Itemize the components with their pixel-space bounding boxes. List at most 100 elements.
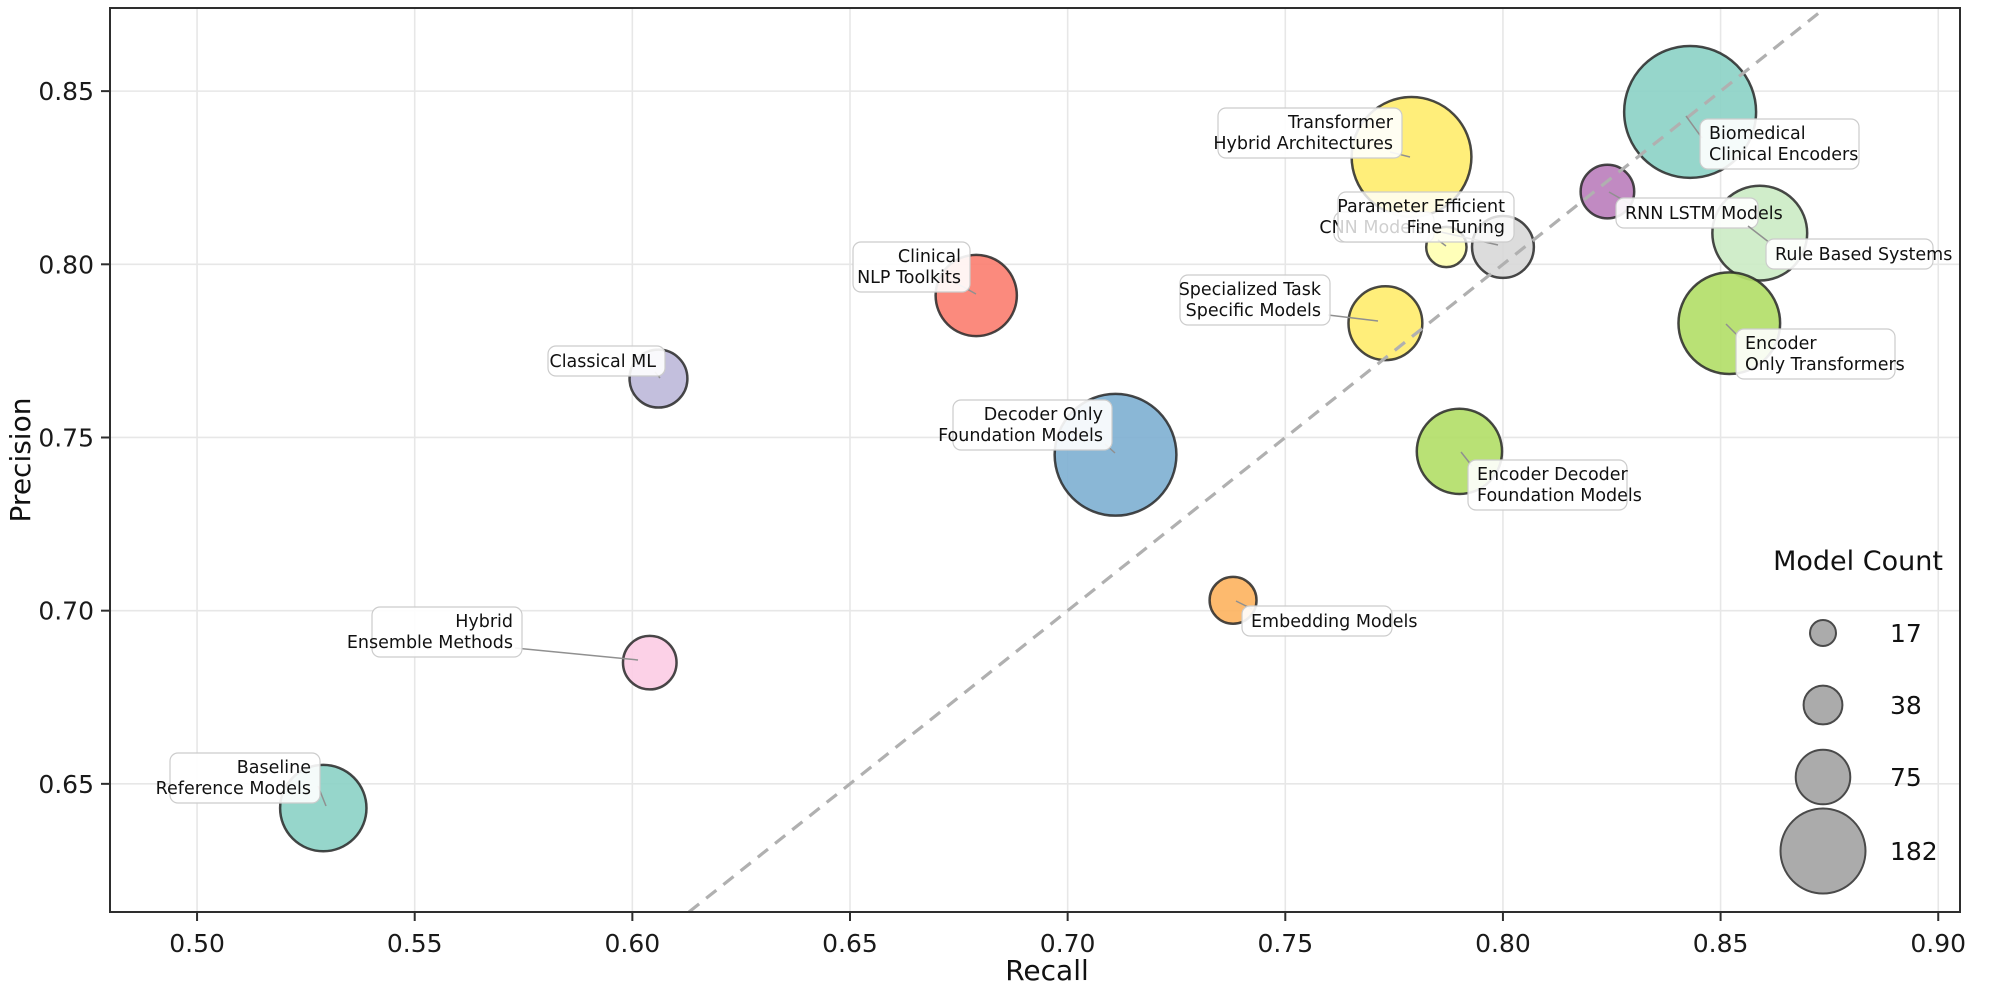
y-tick-label: 0.65 <box>38 770 94 799</box>
annotation-encoder-only-transformers: Encoder Only Transformers <box>1725 323 1905 380</box>
legend-bubble-17 <box>1809 619 1837 647</box>
annotation-leader-line <box>1747 225 1771 244</box>
annotation-text-line: Ensemble Methods <box>347 633 513 653</box>
annotation-box <box>1765 238 1934 270</box>
x-tick-label: 0.90 <box>1910 929 1966 958</box>
legend-title: Model Count <box>1773 546 1943 577</box>
annotation-parameter-efficient-fine-tuning: Parameter Efficient Fine Tuning <box>1337 191 1515 247</box>
annotation-text-line: Reference Models <box>156 779 311 799</box>
x-tick-label: 0.55 <box>387 929 443 958</box>
annotation-text-line: Encoder <box>1745 334 1817 354</box>
x-tick-label: 0.65 <box>822 929 878 958</box>
y-tick-label: 0.85 <box>38 77 94 106</box>
annotation-embedding-models: Embedding Models <box>1235 600 1417 637</box>
annotation-box <box>547 345 666 377</box>
annotation-box <box>371 606 523 658</box>
x-axis-title: Recall <box>1005 954 1089 987</box>
annotation-text-line: Decoder Only <box>984 405 1103 425</box>
annotation-box <box>1615 197 1759 229</box>
annotation-biomedical-clinical-encoders: Biomedical Clinical Encoders <box>1685 115 1860 170</box>
y-tick-label: 0.70 <box>38 597 94 626</box>
legend-value-label: 17 <box>1890 619 1922 648</box>
x-tick-label: 0.75 <box>1257 929 1313 958</box>
annotation-text: Encoder Only Transformers <box>1745 334 1905 375</box>
annotation-text-line: Embedding Models <box>1251 612 1417 632</box>
annotation-rnn-lstm-models: RNN LSTM Models <box>1608 191 1783 229</box>
x-tick-label: 0.50 <box>169 929 225 958</box>
annotation-text: Specialized Task Specific Models <box>1179 280 1322 321</box>
annotation-rule-based-systems: Rule Based Systems <box>1747 225 1952 270</box>
annotation-clinical-nlp-toolkits: Clinical NLP Toolkits <box>852 241 977 295</box>
legend-value-label: 75 <box>1890 763 1922 792</box>
size-legend: Model Count 17 38 75 182 <box>1773 546 1943 895</box>
annotation-encoder-decoder-foundation-models: Encoder Decoder Foundation Models <box>1460 451 1642 511</box>
annotation-box <box>169 752 321 804</box>
annotation-text-line: Rule Based Systems <box>1775 245 1952 265</box>
annotation-text-line: Hybrid Architectures <box>1213 134 1393 154</box>
annotation-text: Decoder Only Foundation Models <box>938 405 1103 446</box>
y-axis-title: Precision <box>4 398 37 523</box>
annotation-text-line: RNN LSTM Models <box>1625 204 1783 224</box>
annotation-text-line: Biomedical <box>1709 124 1806 144</box>
annotation-text-line: Foundation Models <box>1477 486 1642 506</box>
legend-bubble-182 <box>1779 807 1867 895</box>
annotation-box <box>1735 328 1896 380</box>
x-tick-label: 0.70 <box>1040 929 1096 958</box>
bubble-specialized-task-specific-models[interactable] <box>1347 285 1424 362</box>
annotation-box <box>1217 107 1403 159</box>
annotation-text: Parameter Efficient Fine Tuning <box>1337 197 1505 238</box>
x-tick-label: 0.60 <box>605 929 661 958</box>
annotation-text: Biomedical Clinical Encoders <box>1709 124 1858 165</box>
legend-bubble-38 <box>1802 684 1844 726</box>
annotation-box <box>852 241 971 293</box>
annotation-text: Transformer Hybrid Architectures <box>1213 113 1393 154</box>
annotation-specialized-task-specific-models: Specialized Task Specific Models <box>1179 274 1379 326</box>
annotation-text: Baseline Reference Models <box>156 758 311 799</box>
annotation-box <box>952 399 1113 451</box>
annotation-text-line: Classical ML <box>549 352 656 372</box>
legend-bubble-75 <box>1794 748 1852 806</box>
annotation-text-line: NLP Toolkits <box>857 268 961 288</box>
axes-frame <box>109 7 1961 913</box>
annotation-box <box>1337 191 1515 243</box>
annotation-text-line: Baseline <box>237 758 311 778</box>
annotation-text-line: Parameter Efficient <box>1337 197 1505 217</box>
annotation-text-line: Clinical Encoders <box>1709 145 1858 165</box>
annotation-classical-ml: Classical ML <box>547 345 666 379</box>
y-tick-label: 0.75 <box>38 423 94 452</box>
annotation-baseline-reference-models: Baseline Reference Models <box>156 752 327 807</box>
annotation-text: Rule Based Systems <box>1775 245 1952 265</box>
x-tick-label: 0.80 <box>1475 929 1531 958</box>
annotation-text: Encoder Decoder Foundation Models <box>1477 465 1642 506</box>
annotation-text: Clinical NLP Toolkits <box>857 247 961 288</box>
bubble-hybrid-ensemble-methods[interactable] <box>621 634 678 691</box>
annotation-leader-line <box>514 647 639 661</box>
annotation-text-line: Only Transformers <box>1745 355 1905 375</box>
annotation-leader-line <box>1685 115 1703 139</box>
annotation-text-line: Specific Models <box>1186 301 1321 321</box>
legend-value-label: 38 <box>1890 691 1922 720</box>
annotation-text: Embedding Models <box>1251 612 1417 632</box>
annotation-text: Hybrid Ensemble Methods <box>347 612 513 653</box>
y-tick-label: 0.80 <box>38 250 94 279</box>
annotation-box <box>1699 118 1860 170</box>
annotation-text-line: Transformer <box>1287 113 1394 133</box>
x-tick-label: 0.85 <box>1693 929 1749 958</box>
legend-value-label: 182 <box>1890 837 1938 866</box>
annotation-leader-line <box>1327 314 1379 322</box>
annotation-box <box>1241 605 1393 637</box>
annotation-box <box>1179 274 1331 326</box>
annotation-transformer-hybrid-architectures: Transformer Hybrid Architectures <box>1213 107 1411 159</box>
annotation-text-line: Hybrid <box>455 612 513 632</box>
annotation-text-line: Clinical <box>898 247 961 267</box>
annotation-text: RNN LSTM Models <box>1625 204 1783 224</box>
annotation-box <box>1467 459 1628 511</box>
annotation-hybrid-ensemble-methods: Hybrid Ensemble Methods <box>347 606 639 661</box>
annotation-decoder-only-foundation-models: Decoder Only Foundation Models <box>938 399 1116 454</box>
annotation-text-line: Fine Tuning <box>1407 218 1505 238</box>
annotation-text-line: Specialized Task <box>1179 280 1322 300</box>
annotation-text: Classical ML <box>549 352 656 372</box>
annotation-text-line: Foundation Models <box>938 426 1103 446</box>
